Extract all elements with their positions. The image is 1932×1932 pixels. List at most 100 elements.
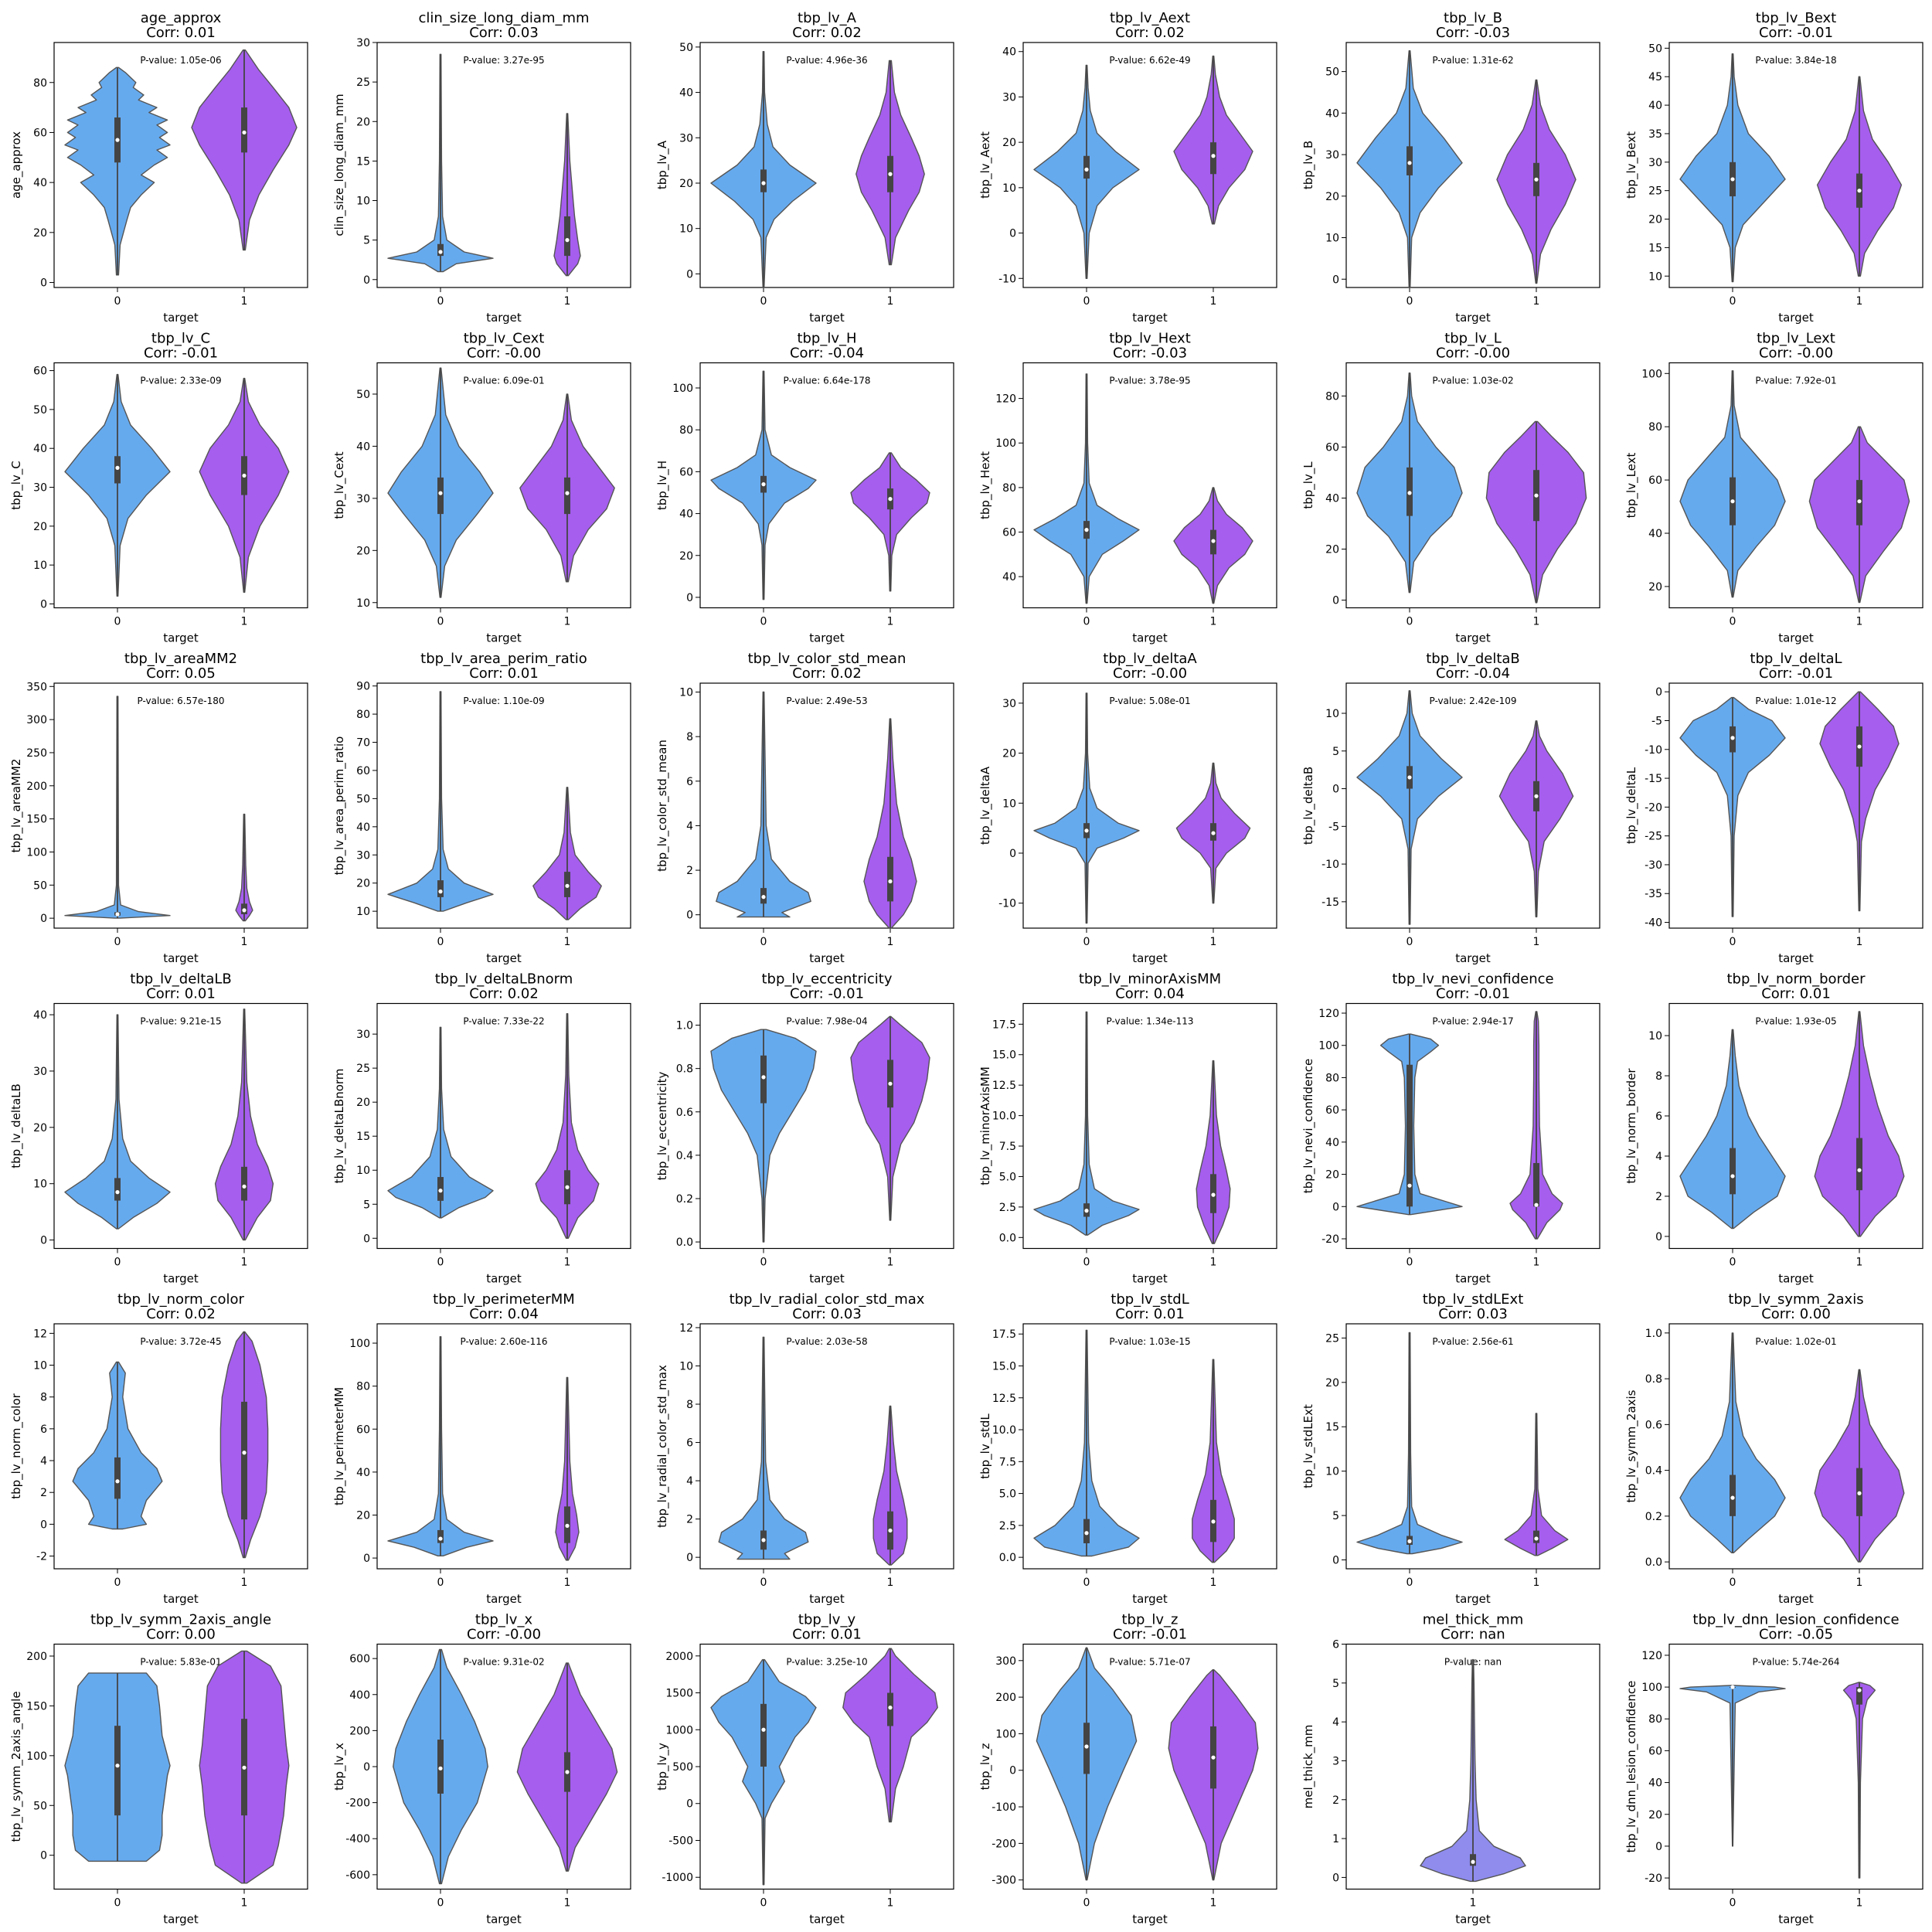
y-tick-label: 70 bbox=[356, 737, 370, 750]
y-tick-label: 2.5 bbox=[999, 1520, 1016, 1532]
y-axis-label: tbp_lv_Bext bbox=[1624, 131, 1639, 199]
y-tick-label: 20 bbox=[1648, 214, 1662, 226]
y-tick-label: 0 bbox=[686, 592, 693, 604]
violin-median-point bbox=[242, 1765, 247, 1770]
y-axis-label: tbp_lv_dnn_lesion_confidence bbox=[1624, 1681, 1639, 1853]
violin-iqr-box bbox=[1533, 1162, 1539, 1207]
violin-median-point bbox=[565, 238, 570, 243]
y-tick-label: -1000 bbox=[662, 1872, 693, 1884]
y-tick-label: 50 bbox=[1648, 43, 1662, 55]
violin-median-point bbox=[565, 883, 570, 888]
x-tick-label: 0 bbox=[760, 295, 767, 308]
y-tick-label: 300 bbox=[26, 714, 47, 726]
violin-median-point bbox=[1211, 1192, 1216, 1197]
y-tick-label: 50 bbox=[356, 389, 370, 401]
subplot-title: tbp_lv_Aext bbox=[1110, 10, 1190, 26]
violin-median-point bbox=[115, 138, 120, 142]
subplot-title: tbp_lv_deltaB bbox=[1426, 651, 1520, 667]
y-tick-label: 100 bbox=[1641, 368, 1662, 380]
x-axis-label: target bbox=[1132, 631, 1168, 645]
y-tick-label: -25 bbox=[1645, 831, 1662, 843]
correlation-label: Corr: 0.02 bbox=[469, 986, 539, 1002]
p-value-annotation: P-value: 2.42e-109 bbox=[1430, 696, 1517, 706]
y-tick-label: 15.0 bbox=[992, 1049, 1016, 1062]
y-tick-label: 60 bbox=[1325, 441, 1339, 454]
subplot-title: tbp_lv_eccentricity bbox=[762, 971, 893, 988]
violin-median-point bbox=[761, 1538, 766, 1543]
violin-iqr-box bbox=[1083, 155, 1090, 179]
x-axis-label: target bbox=[1132, 1592, 1168, 1606]
subplot-title: tbp_lv_deltaL bbox=[1750, 651, 1842, 667]
y-tick-label: 20 bbox=[356, 545, 370, 557]
correlation-label: Corr: 0.02 bbox=[1115, 25, 1185, 41]
y-axis-label: tbp_lv_perimeterMM bbox=[332, 1387, 347, 1505]
y-tick-label: 80 bbox=[33, 77, 47, 90]
y-tick-label: 0 bbox=[1009, 1765, 1016, 1777]
violin-median-point bbox=[438, 1536, 443, 1541]
y-tick-label: -600 bbox=[345, 1869, 370, 1882]
subplot-title: tbp_lv_perimeterMM bbox=[433, 1291, 575, 1308]
subplot-title: tbp_lv_L bbox=[1444, 331, 1502, 347]
y-tick-label: 0 bbox=[1332, 1201, 1339, 1213]
y-axis-label: tbp_lv_stdLExt bbox=[1301, 1404, 1316, 1488]
violin-median-point bbox=[888, 172, 893, 176]
plot-frame bbox=[1668, 1643, 1923, 1890]
y-tick-label: 10 bbox=[356, 196, 370, 208]
x-tick-label: 1 bbox=[1533, 295, 1540, 308]
y-tick-label: 8 bbox=[686, 1399, 693, 1411]
x-tick-label: 1 bbox=[564, 1577, 571, 1589]
x-axis-label: target bbox=[486, 311, 522, 325]
x-tick-label: 1 bbox=[1533, 936, 1540, 948]
violin-median-point bbox=[1730, 1685, 1735, 1689]
violin-iqr-box bbox=[564, 216, 570, 257]
correlation-label: Corr: -0.01 bbox=[144, 345, 218, 362]
violin-median-point bbox=[242, 1184, 247, 1189]
y-tick-label: 20 bbox=[33, 521, 47, 533]
x-tick-label: 0 bbox=[760, 1257, 767, 1269]
subplot-title: clin_size_long_diam_mm bbox=[418, 10, 589, 26]
y-tick-label: 40 bbox=[1325, 493, 1339, 505]
x-axis-label: target bbox=[163, 1913, 199, 1927]
x-tick-label: 1 bbox=[1856, 936, 1863, 948]
y-tick-label: 1.0 bbox=[1645, 1328, 1662, 1340]
violin-median-point bbox=[1730, 177, 1735, 182]
y-tick-label: 50 bbox=[1325, 66, 1339, 79]
x-tick-label: 1 bbox=[1210, 1257, 1217, 1269]
x-tick-label: 1 bbox=[1533, 616, 1540, 628]
y-tick-label: 120 bbox=[1641, 1650, 1662, 1662]
subplot-title: tbp_lv_symm_2axis bbox=[1728, 1291, 1863, 1308]
y-tick-label: 100 bbox=[26, 1750, 47, 1763]
y-tick-label: 40 bbox=[679, 509, 693, 521]
subplot-title: tbp_lv_minorAxisMM bbox=[1079, 971, 1221, 988]
correlation-label: Corr: 0.03 bbox=[469, 25, 539, 41]
y-tick-label: 0.8 bbox=[676, 1063, 693, 1076]
correlation-label: Corr: 0.01 bbox=[146, 25, 216, 41]
p-value-annotation: P-value: 3.27e-95 bbox=[463, 55, 544, 66]
y-tick-label: -300 bbox=[992, 1875, 1016, 1887]
y-tick-label: 80 bbox=[356, 1381, 370, 1393]
violin-median-point bbox=[242, 1451, 247, 1455]
p-value-annotation: P-value: 1.34e-113 bbox=[1107, 1016, 1194, 1027]
plot-frame bbox=[1668, 1323, 1923, 1570]
y-tick-label: 80 bbox=[1648, 1713, 1662, 1726]
p-value-annotation: P-value: 2.49e-53 bbox=[786, 696, 867, 706]
x-axis-label: target bbox=[1778, 951, 1814, 965]
y-tick-label: 20 bbox=[679, 178, 693, 190]
y-tick-label: 30 bbox=[1002, 698, 1016, 710]
subplot-title: tbp_lv_stdLExt bbox=[1423, 1291, 1524, 1308]
p-value-annotation: P-value: 1.03e-15 bbox=[1109, 1336, 1190, 1347]
y-tick-label: 50 bbox=[356, 793, 370, 805]
violin-median-point bbox=[438, 1189, 443, 1193]
violin-median-point bbox=[115, 1190, 120, 1195]
y-tick-label: 20 bbox=[356, 1509, 370, 1522]
y-tick-label: 50 bbox=[33, 1800, 47, 1812]
y-tick-label: 100 bbox=[1318, 1040, 1339, 1053]
y-tick-label: 20 bbox=[1648, 581, 1662, 594]
y-tick-label: -10 bbox=[998, 898, 1016, 910]
correlation-label: Corr: -0.01 bbox=[1759, 665, 1833, 682]
